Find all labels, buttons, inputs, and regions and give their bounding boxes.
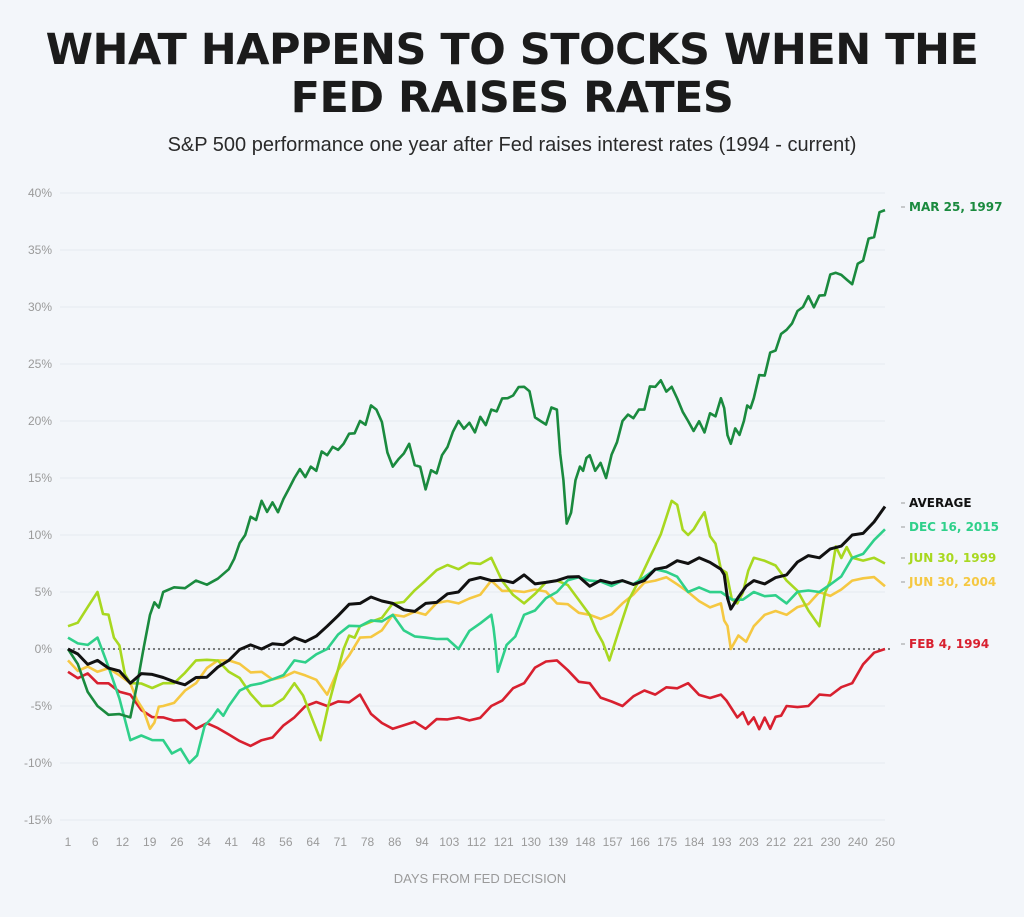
x-tick-label: 1 xyxy=(65,835,72,849)
x-tick-label: 56 xyxy=(279,835,293,849)
x-tick-label: 6 xyxy=(92,835,99,849)
chart-title: WHAT HAPPENS TO STOCKS WHEN THE FED RAIS… xyxy=(45,25,979,123)
y-tick-label: 15% xyxy=(28,471,52,485)
y-tick-label: 30% xyxy=(28,300,52,314)
x-tick-label: 139 xyxy=(548,835,568,849)
series-label: DEC 16, 2015 xyxy=(909,520,999,534)
series-label: MAR 25, 1997 xyxy=(909,200,1002,214)
y-tick-label: -15% xyxy=(24,813,52,827)
x-axis: 1 6 12 19 26 34 41 48 56 64 71 78 86 94 103 112 121 130 13… xyxy=(65,835,896,849)
x-tick-label: 78 xyxy=(361,835,375,849)
x-tick-label: 221 xyxy=(793,835,813,849)
y-tick-label: 10% xyxy=(28,528,52,542)
series-line-0 xyxy=(66,208,886,719)
series-label: JUN 30, 2004 xyxy=(908,575,996,589)
series-label: AVERAGE xyxy=(909,496,972,510)
x-tick-label: 34 xyxy=(197,835,211,849)
x-tick-label: 230 xyxy=(821,835,841,849)
series-label: FEB 4, 1994 xyxy=(909,637,989,651)
x-tick-label: 41 xyxy=(225,835,239,849)
x-tick-label: 12 xyxy=(116,835,130,849)
x-tick-label: 121 xyxy=(494,835,514,849)
x-tick-label: 94 xyxy=(415,835,429,849)
x-tick-label: 112 xyxy=(467,835,486,849)
y-tick-label: -10% xyxy=(24,756,52,770)
series-lines xyxy=(66,208,887,765)
x-tick-label: 166 xyxy=(630,835,650,849)
x-tick-label: 184 xyxy=(684,835,704,849)
series-line-4 xyxy=(67,575,886,731)
x-tick-label: 212 xyxy=(766,835,786,849)
series-labels: MAR 25, 1997 AVERAGE DEC 16, 2015 JUN 30, 1… xyxy=(901,200,1002,651)
y-tick-label: 20% xyxy=(28,414,52,428)
x-tick-label: 64 xyxy=(306,835,320,849)
y-tick-label: 35% xyxy=(28,243,52,257)
x-tick-label: 175 xyxy=(657,835,677,849)
x-tick-label: 203 xyxy=(739,835,759,849)
x-tick-label: 193 xyxy=(712,835,732,849)
x-tick-label: 48 xyxy=(252,835,266,849)
x-tick-label: 19 xyxy=(143,835,157,849)
x-tick-label: 157 xyxy=(603,835,623,849)
x-tick-label: 240 xyxy=(848,835,868,849)
x-tick-label: 103 xyxy=(439,835,459,849)
chart-subtitle: S&P 500 performance one year after Fed r… xyxy=(167,134,857,156)
x-tick-label: 26 xyxy=(170,835,184,849)
x-axis-label: DAYS FROM FED DECISION xyxy=(394,871,566,886)
x-tick-label: 71 xyxy=(334,835,348,849)
y-tick-label: 0% xyxy=(35,642,53,656)
series-label: JUN 30, 1999 xyxy=(908,551,996,565)
x-tick-label: 86 xyxy=(388,835,402,849)
x-tick-label: 250 xyxy=(875,835,895,849)
x-tick-label: 130 xyxy=(521,835,541,849)
y-tick-label: -5% xyxy=(31,699,53,713)
x-tick-label: 148 xyxy=(575,835,595,849)
series-line-1 xyxy=(67,505,887,687)
y-tick-label: 25% xyxy=(28,357,52,371)
y-tick-label: 5% xyxy=(35,585,53,599)
y-axis: 40% 35% 30% 25% 20% 15% 10% 5% 0% -5% -10% -15% xyxy=(24,186,885,827)
series-line-3 xyxy=(67,499,886,742)
series-line-5 xyxy=(67,647,886,748)
y-tick-label: 40% xyxy=(28,186,52,200)
